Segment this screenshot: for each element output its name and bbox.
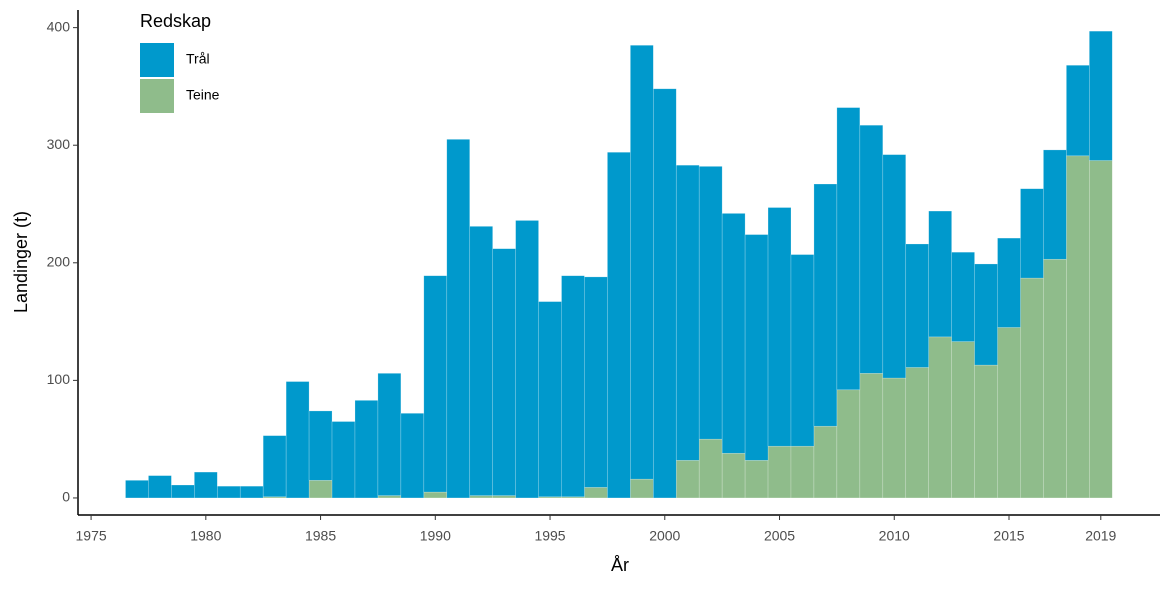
bar (469, 226, 493, 496)
x-tick-label: 1980 (190, 528, 221, 544)
bar (859, 373, 884, 499)
y-tick-label: 0 (62, 489, 70, 505)
x-tick-label: 1975 (76, 528, 107, 544)
bar (331, 421, 356, 499)
bar (630, 478, 654, 499)
bar (194, 471, 218, 499)
bar (1020, 277, 1044, 499)
y-tick-label: 400 (47, 18, 71, 34)
bar (974, 263, 998, 366)
y-tick-label: 200 (47, 253, 71, 269)
bar (239, 485, 264, 499)
legend-swatch (140, 79, 174, 113)
bar (469, 495, 493, 499)
bar (492, 248, 516, 496)
bar (148, 475, 172, 499)
bar (1043, 258, 1067, 499)
bar (951, 341, 975, 499)
bar (653, 88, 677, 499)
legend-label: Trål (186, 51, 210, 67)
bar (675, 460, 700, 499)
bar (721, 213, 746, 454)
bar (974, 364, 998, 499)
bar (308, 480, 333, 499)
bar (1066, 155, 1090, 499)
bar (997, 237, 1021, 328)
bar (1089, 160, 1113, 499)
bar (836, 389, 861, 499)
bar (675, 164, 700, 461)
bar (377, 373, 402, 496)
bar (446, 139, 471, 499)
bar (607, 151, 631, 499)
bar (813, 183, 838, 427)
bar (905, 243, 929, 368)
bar (928, 336, 952, 499)
x-tick-label: 2019 (1085, 528, 1116, 544)
bar (836, 107, 861, 391)
x-tick-label: 1985 (305, 528, 336, 544)
bar (790, 254, 815, 447)
bar (744, 234, 769, 461)
x-tick-label: 1990 (420, 528, 451, 544)
bar (377, 495, 402, 499)
bar (859, 124, 884, 374)
bar (767, 207, 792, 447)
bar (538, 301, 562, 498)
bar (1043, 149, 1067, 260)
bar (584, 276, 608, 488)
bar (1089, 30, 1113, 161)
bar (492, 495, 516, 499)
legend-title: Redskap (140, 11, 211, 31)
legend-swatch (140, 43, 174, 77)
bar (1020, 188, 1044, 279)
bar (997, 327, 1021, 499)
y-tick-label: 100 (47, 371, 71, 387)
bar (423, 491, 448, 499)
bar (584, 487, 608, 499)
bar (171, 484, 195, 499)
bar (561, 275, 585, 498)
bar (767, 445, 792, 499)
bar (216, 485, 241, 499)
bar (928, 210, 952, 338)
bar (630, 44, 654, 480)
bar (285, 381, 310, 499)
y-tick-label: 300 (47, 136, 71, 152)
x-tick-label: 2005 (764, 528, 795, 544)
x-tick-label: 1995 (534, 528, 565, 544)
bar (951, 251, 975, 342)
x-axis-label: År (611, 555, 629, 575)
legend-label: Teine (186, 87, 220, 103)
bar (882, 154, 907, 379)
bar (125, 480, 149, 499)
bar (790, 445, 815, 499)
bar (515, 220, 539, 499)
bar (354, 400, 379, 499)
bar (423, 275, 448, 493)
bar (400, 412, 425, 499)
x-tick-label: 2015 (993, 528, 1024, 544)
bar (262, 435, 287, 498)
bar (813, 425, 838, 499)
y-axis-label: Landinger (t) (11, 211, 31, 313)
bar (882, 377, 907, 499)
bar (905, 367, 929, 499)
x-tick-label: 2010 (879, 528, 910, 544)
bar (698, 438, 723, 499)
bar (1066, 64, 1090, 157)
bar (721, 452, 746, 499)
x-tick-label: 2000 (649, 528, 680, 544)
bar (308, 410, 333, 481)
bar (744, 460, 769, 499)
bar (698, 166, 723, 440)
